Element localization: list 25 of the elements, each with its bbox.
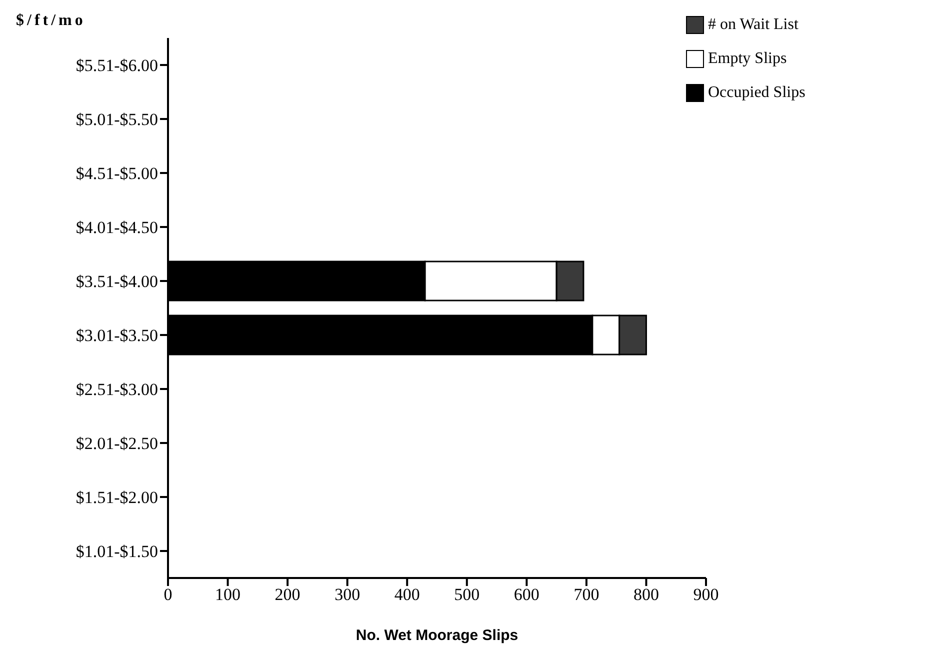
legend-label: Empty Slips [708,50,787,68]
x-tick-label: 300 [334,585,360,604]
y-tick-label: $5.01-$5.50 [76,110,158,130]
x-axis-title: No. Wet Moorage Slips [356,627,518,644]
y-tick-label: $2.51-$3.00 [76,380,158,400]
x-tick-label: 700 [574,585,600,604]
y-tick-label: $1.01-$1.50 [76,542,158,562]
y-tick-label: $4.51-$5.00 [76,164,158,184]
y-axis-title: $/ft/mo [16,12,86,30]
y-tick-label: $3.01-$3.50 [76,326,158,346]
x-tick-label: 900 [693,585,719,604]
y-tick-label: $4.01-$4.50 [76,218,158,238]
x-tick-label: 400 [394,585,420,604]
y-tick-label: $5.51-$6.00 [76,56,158,76]
x-tick-label: 600 [514,585,540,604]
x-tick-label: 800 [633,585,659,604]
y-tick-label: $3.51-$4.00 [76,272,158,292]
x-tick-label: 100 [215,585,241,604]
legend-label: # on Wait List [708,16,798,34]
x-tick-label: 0 [164,585,172,604]
x-tick-label: 500 [454,585,480,604]
y-tick-label: $2.01-$2.50 [76,434,158,454]
legend-label: Occupied Slips [708,84,806,102]
y-tick-label: $1.51-$2.00 [76,488,158,508]
x-tick-label: 200 [274,585,300,604]
